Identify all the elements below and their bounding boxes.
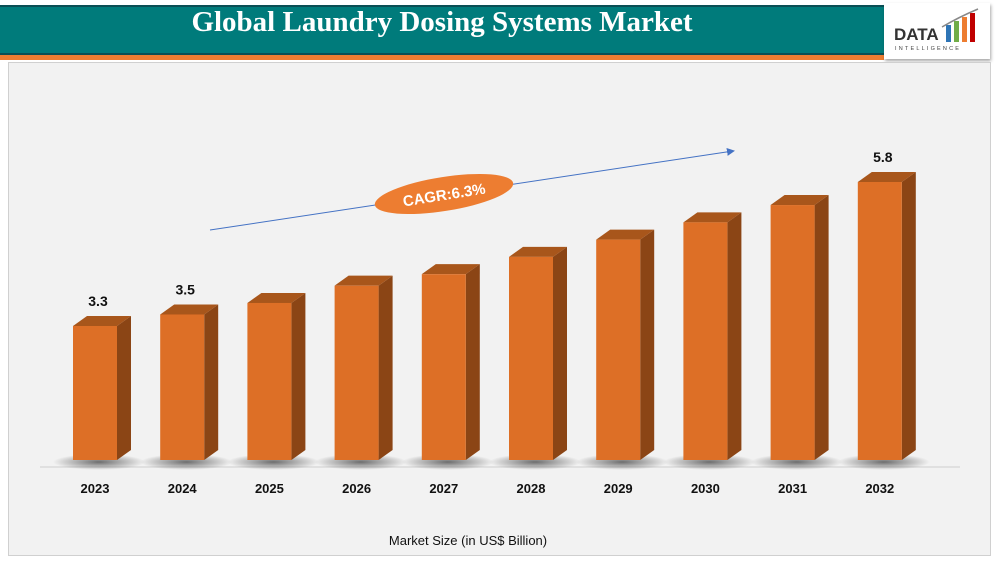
bar-2029: [596, 239, 641, 460]
bar-side: [727, 212, 742, 460]
bar-top: [683, 212, 742, 223]
bar-top: [509, 246, 567, 257]
x-tick-label: 2028: [517, 481, 546, 496]
bar-2030: [683, 222, 728, 460]
bar-top: [334, 275, 393, 286]
bar-2027: [421, 274, 466, 460]
x-tick-label: 2029: [604, 481, 633, 496]
x-tick-label: 2025: [255, 481, 284, 496]
bar-2028: [509, 256, 553, 460]
bar-top: [160, 304, 219, 315]
title-banner: [0, 5, 884, 55]
data-label: 5.8: [873, 149, 893, 165]
bar-2023: [73, 326, 117, 460]
bar-2024: [160, 314, 205, 460]
bar-side: [204, 304, 219, 460]
bar-top: [73, 316, 131, 326]
bar-side: [814, 195, 829, 461]
x-tick-label: 2026: [342, 481, 371, 496]
logo-text: DATA: [894, 25, 939, 44]
bar-side: [901, 172, 916, 460]
bar-2032: [857, 182, 902, 460]
x-tick-label: 2024: [168, 481, 198, 496]
x-tick-label: 2031: [778, 481, 807, 496]
bar-side: [640, 229, 655, 460]
bar-2026: [334, 285, 379, 460]
x-tick-label: 2027: [429, 481, 458, 496]
data-intelligence-logo: DATA INTELLIGENCE: [894, 8, 979, 52]
bar-side: [378, 275, 393, 460]
bar-top: [857, 172, 916, 182]
x-tick-label: 2032: [865, 481, 894, 496]
bar-top: [247, 292, 306, 303]
bar-side: [465, 264, 480, 460]
bar-side: [553, 246, 567, 460]
cagr-badge: CAGR:6.3%: [374, 173, 514, 215]
data-label: 3.5: [175, 281, 195, 297]
page-title: Global Laundry Dosing Systems Market: [191, 6, 693, 38]
bar-top: [421, 264, 480, 275]
bar-top: [770, 195, 829, 206]
bar-side: [291, 292, 306, 460]
logo: DATA INTELLIGENCE: [884, 3, 990, 59]
data-label: 3.3: [88, 293, 108, 309]
bar-top: [596, 229, 655, 240]
x-axis-title: Market Size (in US$ Billion): [389, 533, 547, 548]
bar-2031: [770, 205, 815, 460]
x-tick-label: 2023: [81, 481, 110, 496]
bar-side: [117, 316, 131, 460]
logo-subtext: INTELLIGENCE: [895, 46, 961, 52]
bar-2025: [247, 302, 292, 460]
accent-stripe: [0, 55, 884, 60]
x-tick-label: 2030: [691, 481, 720, 496]
